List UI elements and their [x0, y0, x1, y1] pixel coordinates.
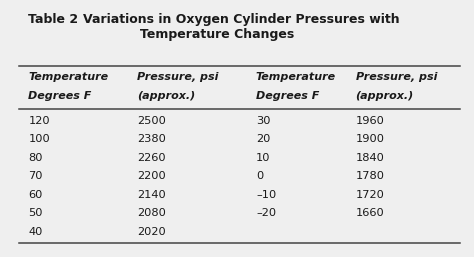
- Text: Temperature: Temperature: [256, 72, 336, 82]
- Text: 50: 50: [28, 208, 43, 218]
- Text: 1840: 1840: [356, 153, 384, 163]
- Text: (approx.): (approx.): [356, 91, 414, 101]
- Text: 70: 70: [28, 171, 43, 181]
- Text: 1780: 1780: [356, 171, 384, 181]
- Text: 2260: 2260: [137, 153, 166, 163]
- Text: Degrees F: Degrees F: [28, 91, 92, 101]
- Text: 80: 80: [28, 153, 43, 163]
- Text: (approx.): (approx.): [137, 91, 196, 101]
- Text: 2080: 2080: [137, 208, 166, 218]
- Text: 1960: 1960: [356, 116, 384, 126]
- Text: 40: 40: [28, 227, 43, 237]
- Text: 20: 20: [256, 134, 270, 144]
- Text: 30: 30: [256, 116, 271, 126]
- Text: 2380: 2380: [137, 134, 166, 144]
- Text: Degrees F: Degrees F: [256, 91, 319, 101]
- Text: 120: 120: [28, 116, 50, 126]
- Text: Pressure, psi: Pressure, psi: [137, 72, 219, 82]
- Text: –10: –10: [256, 190, 276, 200]
- Text: Temperature: Temperature: [28, 72, 109, 82]
- Text: Variations in Oxygen Cylinder Pressures with
             Temperature Changes: Variations in Oxygen Cylinder Pressures …: [83, 13, 400, 41]
- Text: 2020: 2020: [137, 227, 166, 237]
- Text: 1900: 1900: [356, 134, 384, 144]
- Text: 2200: 2200: [137, 171, 166, 181]
- Text: –20: –20: [256, 208, 276, 218]
- Text: 10: 10: [256, 153, 271, 163]
- Text: 1720: 1720: [356, 190, 384, 200]
- Text: 2500: 2500: [137, 116, 166, 126]
- Text: 1660: 1660: [356, 208, 384, 218]
- Text: 100: 100: [28, 134, 50, 144]
- Text: 2140: 2140: [137, 190, 166, 200]
- Text: 60: 60: [28, 190, 43, 200]
- Text: Pressure, psi: Pressure, psi: [356, 72, 437, 82]
- Text: 0: 0: [256, 171, 263, 181]
- Text: Table 2: Table 2: [28, 13, 79, 26]
